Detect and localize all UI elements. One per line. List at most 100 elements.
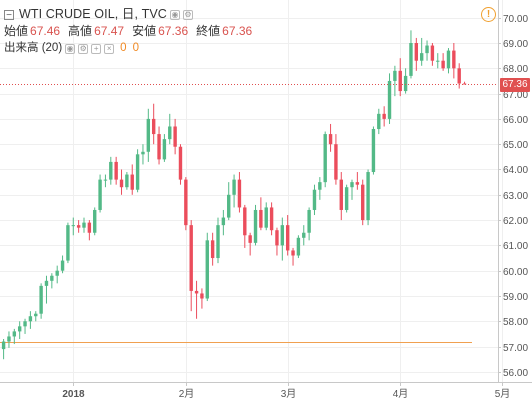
eye-icon[interactable]: ◉ [169,9,180,20]
candle [328,123,333,152]
candle [66,222,70,264]
candle [243,204,247,248]
candle [173,118,177,155]
candle [323,131,327,188]
candle-body [28,316,33,322]
candle [259,197,263,231]
candle [350,179,354,200]
candle-body [312,189,317,210]
symbol-row: − WTI CRUDE OIL, 日, TVC ◉ ⚙ [4,6,260,23]
candle [285,215,290,256]
price-axis[interactable]: 56.00 57.00 58.00 59.00 60.00 61.00 62.00 63.00… [498,0,528,382]
settings-icon[interactable]: ⚙ [78,43,89,54]
y-tick-label: 62.00 [503,216,528,227]
candle [232,174,236,208]
candle-body [344,187,349,210]
collapse-icon[interactable]: − [4,9,14,20]
candle [291,247,295,266]
open-value: 67.46 [30,24,61,38]
candle-body [157,134,161,160]
candle-body [34,313,38,317]
candle [146,108,151,162]
candle [248,232,252,256]
y-tick-label: 66.00 [503,115,528,126]
candle-body [269,207,274,231]
candle-body [151,118,156,135]
candle [344,184,349,213]
candle-body [93,209,97,233]
ohlc-row: 始値 67.46 高値 67.47 安値 67.36 終値 67.36 [4,23,260,40]
candle [162,134,167,162]
candle [436,53,440,69]
candle-body [82,222,86,228]
low-value: 67.36 [158,24,189,38]
plus-icon[interactable]: + [91,43,102,54]
candle [382,106,386,127]
y-tick-label: 59.00 [503,292,528,303]
candle [216,217,220,264]
volume-label[interactable]: 出来高 (20) [4,42,63,54]
candle-body [130,174,134,190]
candle [205,232,209,302]
candle-body [275,230,279,246]
candle [44,275,49,304]
candle-body [436,60,440,62]
candle [371,126,376,175]
low-label: 安値 [132,24,157,38]
candle-body [39,285,43,314]
candle-body [366,172,370,221]
candle-body [55,270,59,276]
close-value: 67.36 [222,24,253,38]
candle [403,68,408,94]
candle-body [355,182,360,185]
candle [125,172,129,190]
candle-body [248,235,252,243]
candle-body [264,207,268,228]
candle-body [1,341,6,350]
candle-body [430,45,435,61]
candle-body [216,225,220,259]
candle [34,311,38,322]
candle [210,232,215,266]
candle-body [76,225,81,228]
candle-body [307,209,311,233]
candle-body [44,280,49,286]
candle [355,172,360,190]
candle [200,288,204,309]
candle-body [409,43,413,76]
candle-body [184,179,188,226]
eye-icon[interactable]: ◉ [65,43,76,54]
high-label: 高値 [68,24,93,38]
candle [82,217,86,233]
candle-body [285,225,290,251]
x-tick-label: 2018 [62,389,85,400]
candle [1,338,6,360]
candle-body [125,174,129,188]
candle [76,220,81,233]
candle-body [173,126,177,147]
candle-body [291,250,295,256]
candle [339,172,343,221]
close-label: 終値 [196,24,221,38]
alert-icon[interactable]: ! [481,7,496,22]
candle [71,217,75,236]
candle [280,217,285,261]
volume-ma-value: 0 [132,42,139,54]
candle [318,177,322,200]
candle [130,164,134,195]
candle-body [382,113,386,119]
candle [103,174,108,188]
time-axis[interactable]: 2018 2月 3月 4月 5月 [0,382,532,400]
candle [7,331,11,348]
candle-body [361,184,365,221]
y-tick-label: 68.00 [503,64,528,75]
candle [98,174,102,213]
candle-body [189,225,193,291]
candle [168,113,172,145]
settings-icon[interactable]: ⚙ [182,9,193,20]
symbol-title[interactable]: WTI CRUDE OIL, 日, TVC [19,7,167,21]
candle [50,273,54,289]
candle-body [114,161,118,180]
candle-body [168,126,172,140]
close-icon[interactable]: × [104,43,115,54]
